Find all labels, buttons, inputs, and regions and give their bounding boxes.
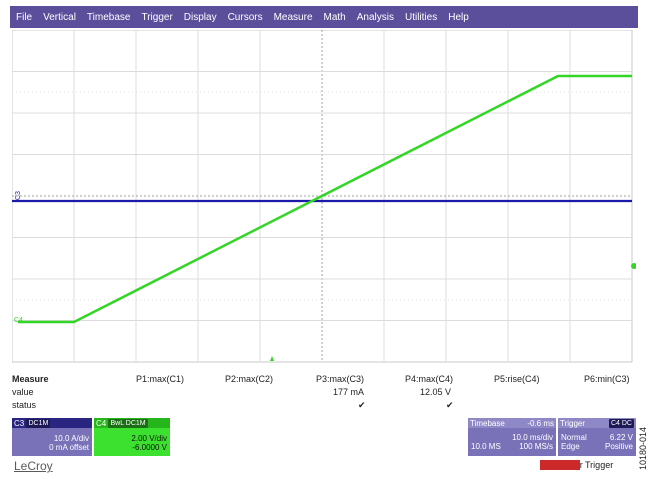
p2-header[interactable]: P2:max(C2): [225, 374, 274, 384]
trigger-type: Edge: [561, 442, 580, 451]
figure-id: 10180-014: [638, 426, 648, 470]
trigger-level: 6.22 V: [609, 433, 633, 442]
c3-coupling-badge: DC1M: [26, 418, 51, 428]
lecroy-logo: LeCroy: [14, 459, 53, 473]
measure-row-value: value: [12, 387, 34, 397]
p3-header[interactable]: P3:max(C3): [316, 374, 365, 384]
timebase-rate: 100 MS/s: [519, 442, 553, 451]
c4-offset: -6.0000 V: [132, 443, 167, 452]
menu-utilities[interactable]: Utilities: [404, 11, 438, 23]
p5-header[interactable]: P5:rise(C4): [494, 374, 540, 384]
p1-header[interactable]: P1:max(C1): [136, 374, 185, 384]
p6-header[interactable]: P6:min(C3): [584, 374, 630, 384]
c4-trace-label: C4: [14, 317, 23, 324]
trigger-status: Waiting for Trigger: [540, 460, 613, 470]
timebase-delay: -0.6 ms: [527, 418, 554, 428]
c4-channel-panel[interactable]: C4 BwL DC1M 2.00 V/div -6.0000 V: [94, 418, 170, 456]
trigger-slope: Positive: [604, 442, 633, 451]
c4-trace: [18, 74, 632, 324]
p3-status-check-icon: ✔: [358, 400, 366, 410]
c3-scale: 10.0 A/div: [53, 434, 89, 443]
menu-trigger[interactable]: Trigger: [141, 11, 173, 23]
c4-scale: 2.00 V/div: [131, 434, 167, 443]
p4-status-check-icon: ✔: [446, 400, 454, 410]
menu-bar: File Vertical Timebase Trigger Display Cursor…: [10, 6, 638, 28]
trigger-status-text: r Trigger: [579, 460, 614, 470]
menu-math[interactable]: Math: [323, 11, 346, 23]
timebase-samples: 10.0 MS: [471, 442, 501, 451]
waveform-display: C3 C4: [12, 30, 636, 363]
trigger-panel[interactable]: Trigger C4 DC Normal 6.22 V Edge Positive: [558, 418, 636, 456]
timebase-label: Timebase: [470, 418, 505, 428]
c3-offset: 0 mA offset: [49, 443, 89, 452]
trigger-label: Trigger: [560, 418, 586, 428]
trigger-time-marker[interactable]: [270, 356, 274, 361]
menu-cursors[interactable]: Cursors: [227, 11, 263, 23]
timebase-per-div: 10.0 ms/div: [512, 433, 553, 442]
trigger-level-marker[interactable]: [631, 263, 636, 269]
menu-analysis[interactable]: Analysis: [356, 11, 394, 23]
measure-table: Measure value status P1:max(C1) P2:max(C…: [12, 374, 638, 414]
p3-value: 177 mA: [333, 387, 365, 397]
menu-file[interactable]: File: [16, 11, 33, 23]
p4-value: 12.05 V: [420, 387, 452, 397]
c4-coupling-badge: BwL DC1M: [108, 418, 148, 428]
trigger-status-highlight: Waiting fo: [540, 460, 580, 470]
menu-vertical[interactable]: Vertical: [43, 11, 76, 23]
trigger-mode: Normal: [561, 433, 587, 442]
menu-display[interactable]: Display: [183, 11, 217, 23]
timebase-panel[interactable]: Timebase -0.6 ms 10.0 ms/div 10.0 MS 100 M…: [468, 418, 556, 456]
measure-title: Measure: [12, 374, 49, 384]
menu-timebase[interactable]: Timebase: [86, 11, 131, 23]
measure-row-status: status: [12, 400, 37, 410]
menu-measure[interactable]: Measure: [273, 11, 313, 23]
c4-channel-name: C4: [96, 418, 107, 428]
menu-help[interactable]: Help: [448, 11, 469, 23]
trigger-source-badge: C4 DC: [608, 418, 634, 428]
c3-channel-panel[interactable]: C3 DC1M 10.0 A/div 0 mA offset: [12, 418, 92, 456]
c3-trace-label: C3: [15, 191, 22, 200]
p4-header[interactable]: P4:max(C4): [405, 374, 454, 384]
c3-channel-name: C3: [14, 418, 25, 428]
